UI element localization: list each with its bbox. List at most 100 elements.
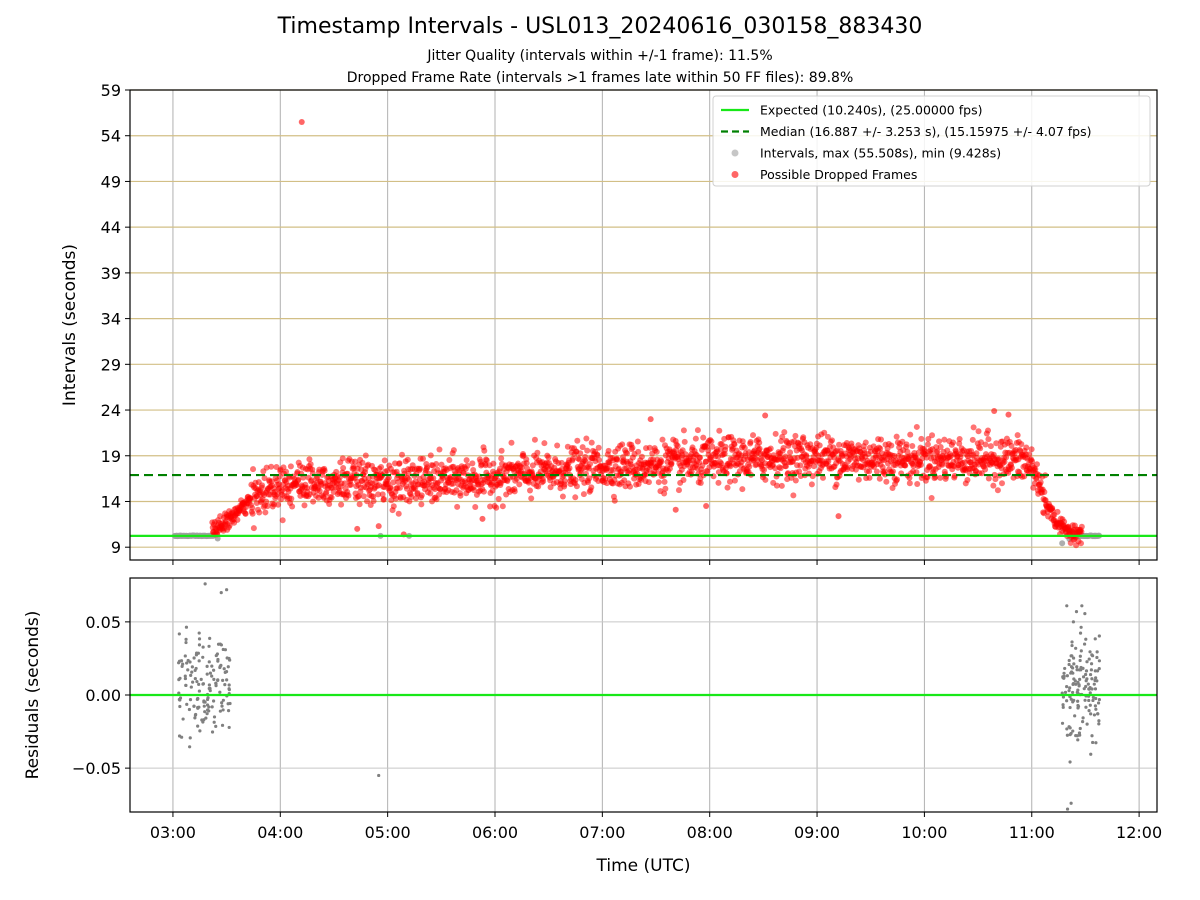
- dropped-frame-point: [390, 503, 397, 510]
- legend-label: Median (16.887 +/- 3.253 s), (15.15975 +…: [760, 124, 1091, 139]
- dropped-frame-point: [1026, 451, 1033, 458]
- dropped-frame-point: [964, 477, 971, 484]
- residual-point: [1068, 760, 1072, 764]
- residual-point: [208, 636, 212, 640]
- residual-point: [1071, 700, 1075, 704]
- dropped-frame-point: [653, 448, 660, 455]
- dropped-frame-point: [493, 504, 500, 511]
- dropped-frame-point: [855, 476, 862, 483]
- residual-point: [1070, 640, 1074, 644]
- dropped-frame-point: [917, 461, 924, 468]
- residual-point: [1079, 668, 1083, 672]
- residual-point: [1067, 689, 1071, 693]
- dropped-frame-point: [982, 441, 989, 448]
- dropped-frame-point: [797, 462, 804, 469]
- dropped-frame-point: [824, 433, 831, 440]
- dropped-frame-point: [352, 458, 359, 465]
- y-tick-label: −0.05: [72, 759, 121, 778]
- residual-point: [220, 701, 224, 705]
- dropped-frame-point: [777, 465, 784, 472]
- residual-point: [1061, 705, 1065, 709]
- residual-point: [1089, 662, 1094, 666]
- residual-point: [193, 676, 197, 681]
- dropped-frame-point: [726, 478, 733, 485]
- dropped-frame-point: [596, 457, 603, 464]
- dropped-frame-point: [436, 446, 443, 453]
- residual-point: [1070, 654, 1074, 658]
- dropped-frame-point: [715, 479, 722, 486]
- dropped-frame-point: [634, 438, 641, 445]
- residual-point: [183, 674, 187, 678]
- residual-point: [205, 664, 209, 668]
- residual-point: [377, 773, 381, 778]
- dropped-frame-point: [579, 444, 586, 451]
- dropped-frame-point: [708, 438, 715, 445]
- x-tick-label: 08:00: [687, 823, 733, 842]
- dropped-frame-point: [661, 478, 668, 485]
- dropped-frame-point: [779, 433, 786, 440]
- residual-point: [226, 702, 230, 706]
- residual-point: [185, 661, 189, 665]
- dropped-frame-point: [977, 445, 984, 452]
- dropped-frame-point: [559, 493, 566, 500]
- dropped-frame-point: [741, 444, 748, 451]
- residual-point: [1083, 612, 1087, 616]
- residual-point: [1062, 676, 1066, 680]
- residual-point: [1094, 696, 1098, 701]
- dropped-frame-point: [747, 438, 754, 445]
- dropped-frame-point: [772, 430, 779, 437]
- residual-point: [1063, 690, 1068, 694]
- dropped-frame-point: [987, 443, 994, 450]
- dropped-frame-point: [680, 427, 687, 434]
- residual-point: [1067, 725, 1071, 729]
- y-tick-label: 49: [101, 172, 121, 191]
- dropped-frame-point: [282, 468, 289, 475]
- dropped-frame-point: [790, 492, 797, 499]
- dropped-frame-point: [985, 427, 992, 434]
- residual-point: [197, 682, 201, 686]
- dropped-frame-point: [833, 481, 840, 488]
- y-tick-label: 39: [101, 264, 121, 283]
- dropped-frame-point: [1028, 446, 1035, 453]
- residual-point: [216, 642, 221, 646]
- dropped-frame-point: [436, 491, 443, 498]
- dropped-frame-point: [606, 460, 613, 467]
- residual-point: [212, 720, 216, 724]
- residual-point: [1063, 666, 1067, 671]
- dropped-frame-point: [694, 427, 701, 434]
- dropped-frame-point: [262, 509, 269, 516]
- dropped-frame-point: [956, 435, 963, 442]
- residual-point: [185, 702, 189, 706]
- residual-point: [221, 678, 225, 682]
- residual-point: [1085, 722, 1089, 726]
- residual-point: [1078, 631, 1083, 635]
- dropped-frame-point: [928, 494, 935, 501]
- residual-point: [203, 582, 207, 586]
- residual-point: [214, 681, 218, 685]
- residual-point: [1075, 668, 1079, 672]
- dropped-frame-point: [646, 444, 653, 451]
- dropped-frame-point: [523, 460, 530, 467]
- dropped-frame-point: [360, 493, 367, 500]
- dropped-frame-point: [626, 483, 633, 490]
- dropped-frame-point: [580, 491, 587, 498]
- residual-point: [1088, 691, 1092, 695]
- dropped-frame-point: [1078, 540, 1085, 547]
- dropped-frame-point: [541, 440, 548, 447]
- residual-point: [1076, 699, 1080, 703]
- dropped-frame-point: [558, 459, 565, 466]
- residual-point: [1068, 705, 1072, 710]
- residual-point: [210, 664, 214, 668]
- y-tick-label: 0.05: [85, 613, 121, 632]
- dropped-frame-point: [479, 515, 486, 522]
- residual-point: [202, 704, 206, 708]
- dropped-frame-point: [387, 484, 394, 491]
- residual-point: [1076, 738, 1080, 742]
- residual-point: [227, 687, 231, 691]
- residual-point: [1071, 656, 1076, 660]
- dropped-frame-point: [583, 435, 590, 442]
- dropped-frame-point: [722, 443, 729, 450]
- dropped-frame-point: [404, 456, 411, 463]
- residual-point: [1061, 695, 1066, 699]
- residual-point: [1095, 679, 1099, 683]
